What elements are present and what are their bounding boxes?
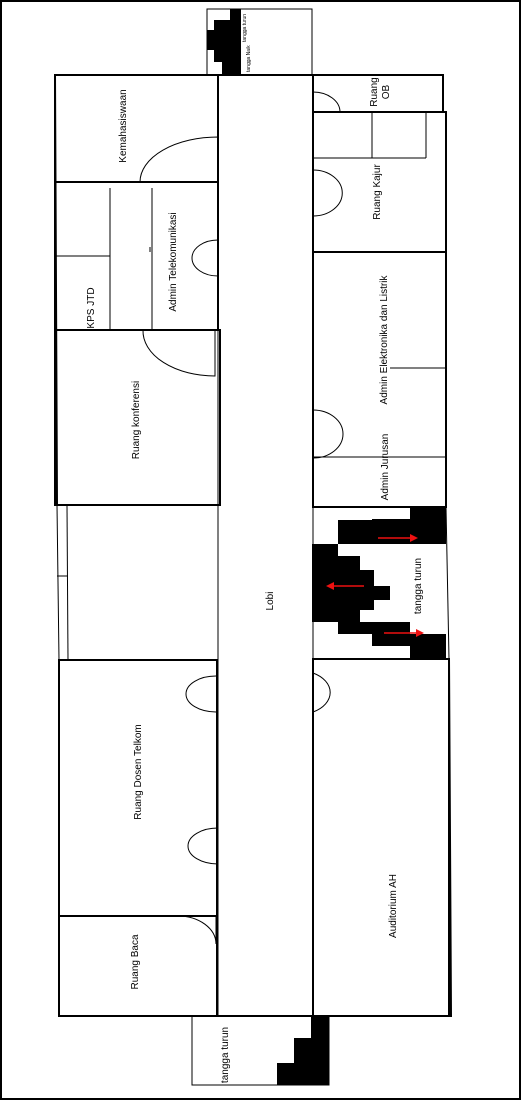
room-label-admin-jurusan: Admin Jurusan	[380, 434, 391, 501]
room-label-line1: Ruang	[369, 77, 380, 106]
room-auditorium: Auditorium AH	[312, 658, 450, 1017]
stair-icon	[312, 544, 390, 622]
door-icon	[312, 91, 341, 113]
room-ruang-baca: Ruang Baca	[58, 915, 218, 1017]
stair-icon	[207, 9, 241, 75]
room-label: Kemahasiswaan	[118, 89, 129, 162]
door-icon	[191, 239, 219, 277]
stair-icon	[338, 622, 446, 659]
door-icon	[185, 675, 217, 713]
room-kps-admin-telekom: KPS JTD Admin Telekomunikasi	[54, 181, 219, 331]
lobby-label: Lobi	[265, 592, 276, 611]
stair-label: tangga turun	[413, 558, 424, 614]
top-stair-block: tangga Naik tangga turun	[206, 8, 313, 76]
room-kemahasiswaan: Kemahasiswaan	[54, 74, 219, 183]
door-icon	[142, 329, 216, 377]
room-ruang-kajur: Ruang Kajur	[312, 111, 447, 253]
stair-label: tangga turun	[220, 1027, 231, 1083]
room-ruang-ob: Ruang OB	[312, 74, 444, 113]
room-label-kps: KPS JTD	[86, 287, 97, 328]
stair-label-down: tangga turun	[242, 14, 248, 42]
room-label: Ruang Baca	[130, 934, 141, 989]
door-icon	[139, 136, 219, 183]
room-label: Ruang Dosen Telkom	[133, 724, 144, 819]
room-label: Ruang Kajur	[372, 164, 383, 220]
room-label: Auditorium AH	[388, 874, 399, 938]
door-icon	[187, 827, 219, 865]
room-label: Ruang konferensi	[131, 381, 142, 459]
room-label-admin-telekom: Admin Telekomunikasi	[168, 212, 179, 311]
door-icon	[312, 169, 343, 217]
room-label-line2: OB	[381, 84, 392, 99]
lobby-west-wall-inner	[66, 504, 69, 661]
room-label-admin-elektronika: Admin Elektronika dan Listrik	[379, 275, 390, 405]
stair-label-up: tangga Naik	[246, 45, 252, 72]
room-ruang-konferensi: Ruang konferensi	[54, 329, 221, 506]
door-icon	[312, 672, 331, 713]
lobby-west-wall-upper	[56, 504, 60, 661]
bottom-stair-block: tangga turun	[191, 1015, 330, 1086]
room-ruang-dosen-telkom: Ruang Dosen Telkom	[58, 659, 219, 917]
room-admin-elektronika: Admin Elektronika dan Listrik Admin Juru…	[312, 251, 447, 508]
door-icon	[177, 915, 217, 945]
stair-icon	[277, 1016, 329, 1085]
stair-icon	[338, 507, 446, 544]
middle-stair-block: tangga turun	[312, 506, 450, 660]
door-icon	[312, 409, 344, 459]
